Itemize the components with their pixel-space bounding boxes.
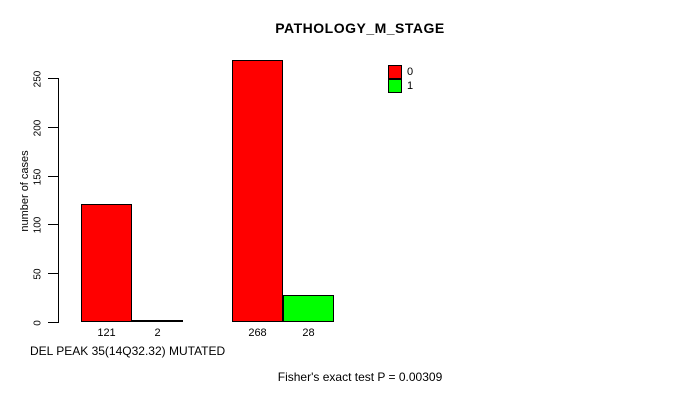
x-axis-label: DEL PEAK 35(14Q32.32) MUTATED <box>30 344 226 358</box>
legend-label: 1 <box>407 80 414 92</box>
y-axis-tick <box>48 176 58 177</box>
bar-value-label: 2 <box>154 327 161 339</box>
y-axis-tick <box>48 322 58 323</box>
y-axis-tick-label: 0 <box>32 319 44 326</box>
bar-value-label: 121 <box>97 327 116 339</box>
y-axis-label: number of cases <box>19 150 31 232</box>
bar-1-group-1 <box>132 320 183 322</box>
bar-value-label: 28 <box>302 327 315 339</box>
bar-1-group-2 <box>283 295 334 322</box>
bar-0-group-2 <box>232 60 283 322</box>
y-axis-tick <box>48 224 58 225</box>
bar-0-group-1 <box>81 204 132 322</box>
y-axis-line <box>58 78 59 323</box>
y-axis-tick <box>48 78 58 79</box>
legend-swatch-icon <box>388 79 402 93</box>
legend-entry: 0 <box>388 65 413 79</box>
bar-value-label: 268 <box>248 327 267 339</box>
y-axis-tick <box>48 273 58 274</box>
y-axis-tick-label: 250 <box>32 70 44 87</box>
y-axis-tick-label: 50 <box>32 267 44 280</box>
y-axis-tick <box>48 127 58 128</box>
y-axis-tick-label: 200 <box>32 119 44 136</box>
legend-label: 0 <box>407 66 414 78</box>
chart-title: PATHOLOGY_M_STAGE <box>275 20 445 36</box>
y-axis-tick-label: 150 <box>32 168 44 185</box>
legend-entry: 1 <box>388 79 413 93</box>
fisher-test-annotation: Fisher's exact test P = 0.00309 <box>277 370 443 384</box>
y-axis-tick-label: 100 <box>32 216 44 233</box>
legend-swatch-icon <box>388 65 402 79</box>
